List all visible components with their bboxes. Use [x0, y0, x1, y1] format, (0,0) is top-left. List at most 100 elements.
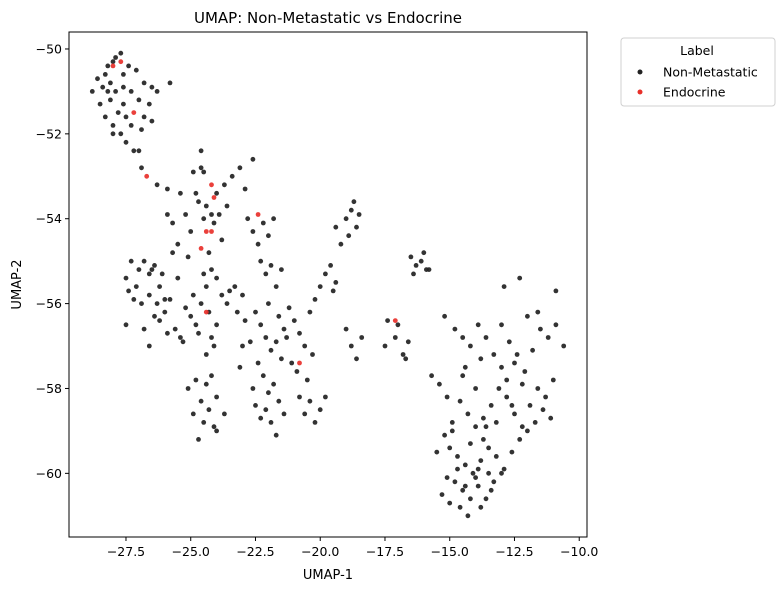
y-tick-label: −52 [36, 126, 62, 141]
point-non-metastatic [525, 428, 530, 434]
point-non-metastatic [276, 398, 282, 404]
point-non-metastatic [392, 335, 398, 340]
point-non-metastatic [250, 386, 256, 391]
point-non-metastatic [504, 377, 510, 383]
point-non-metastatic [170, 250, 176, 256]
point-non-metastatic [273, 284, 279, 289]
legend-label-endocrine: Endocrine [663, 85, 726, 100]
point-non-metastatic [102, 72, 108, 77]
point-non-metastatic [157, 284, 163, 289]
point-non-metastatic [203, 352, 209, 357]
point-non-metastatic [105, 89, 111, 94]
point-non-metastatic [118, 131, 124, 137]
point-non-metastatic [167, 297, 173, 302]
point-non-metastatic [183, 212, 189, 217]
point-non-metastatic [253, 403, 258, 408]
point-non-metastatic [442, 432, 447, 438]
point-non-metastatic [512, 411, 517, 417]
point-endocrine [144, 173, 150, 179]
point-non-metastatic [302, 343, 308, 349]
point-non-metastatic [307, 309, 313, 315]
point-non-metastatic [491, 479, 497, 485]
point-non-metastatic [139, 301, 144, 306]
point-non-metastatic [165, 186, 170, 192]
point-non-metastatic [224, 301, 230, 306]
point-non-metastatic [499, 322, 504, 328]
x-tick-label: −12.5 [495, 544, 533, 559]
point-non-metastatic [400, 352, 406, 357]
point-non-metastatic [203, 284, 209, 289]
point-non-metastatic [343, 326, 349, 332]
point-non-metastatic [506, 339, 512, 345]
point-non-metastatic [89, 89, 95, 94]
point-non-metastatic [149, 118, 155, 124]
point-non-metastatic [535, 386, 541, 391]
point-non-metastatic [234, 309, 240, 315]
point-non-metastatic [258, 415, 264, 421]
point-non-metastatic [185, 386, 191, 391]
x-tick-label: −20.0 [301, 544, 339, 559]
plot-frame [68, 31, 588, 538]
point-non-metastatic [317, 407, 323, 413]
point-non-metastatic [354, 356, 359, 362]
point-non-metastatic [105, 63, 111, 69]
point-non-metastatic [312, 297, 318, 302]
point-non-metastatic [493, 454, 499, 459]
point-non-metastatic [110, 123, 116, 128]
point-non-metastatic [136, 267, 142, 272]
point-non-metastatic [268, 347, 274, 353]
point-endocrine [110, 63, 116, 69]
point-non-metastatic [196, 199, 201, 205]
point-endocrine [211, 195, 217, 200]
point-non-metastatic [167, 80, 173, 86]
point-non-metastatic [442, 313, 447, 319]
point-non-metastatic [426, 267, 432, 272]
point-non-metastatic [382, 343, 388, 349]
x-tick-label: −22.5 [236, 544, 274, 559]
point-non-metastatic [190, 411, 196, 417]
point-non-metastatic [465, 513, 471, 519]
x-tick-label: −15.0 [431, 544, 469, 559]
point-non-metastatic [483, 496, 489, 502]
point-non-metastatic [209, 212, 214, 217]
point-non-metastatic [538, 326, 543, 332]
point-non-metastatic [447, 500, 453, 506]
point-non-metastatic [175, 275, 181, 281]
point-non-metastatic [550, 377, 556, 383]
point-non-metastatic [258, 258, 264, 264]
point-non-metastatic [501, 466, 507, 472]
point-non-metastatic [457, 504, 463, 510]
point-non-metastatic [214, 190, 220, 196]
point-non-metastatic [266, 233, 271, 239]
x-tick-label: −17.5 [366, 544, 404, 559]
point-non-metastatic [121, 84, 126, 90]
point-non-metastatic [149, 84, 155, 90]
point-non-metastatic [146, 101, 152, 107]
point-non-metastatic [183, 305, 189, 311]
point-non-metastatic [307, 398, 313, 404]
legend-marker-endocrine [637, 89, 643, 95]
point-non-metastatic [553, 322, 559, 328]
point-non-metastatic [439, 492, 445, 497]
point-non-metastatic [118, 50, 124, 56]
point-endocrine [131, 110, 137, 115]
point-non-metastatic [273, 339, 279, 345]
point-non-metastatic [146, 271, 152, 277]
point-non-metastatic [97, 101, 103, 107]
point-non-metastatic [408, 254, 414, 260]
point-non-metastatic [209, 335, 214, 340]
y-axis: −50 −52 −54 −56 −58 −60 [36, 41, 69, 481]
point-non-metastatic [159, 271, 165, 277]
point-non-metastatic [395, 322, 401, 328]
legend-title: Label [680, 43, 714, 58]
point-non-metastatic [279, 356, 284, 362]
point-non-metastatic [250, 156, 256, 162]
point-non-metastatic [157, 318, 163, 323]
point-non-metastatic [493, 420, 499, 425]
y-tick-label: −56 [36, 296, 62, 311]
point-non-metastatic [266, 301, 271, 306]
point-non-metastatic [488, 487, 494, 493]
point-non-metastatic [146, 343, 152, 349]
y-tick-label: −54 [36, 211, 62, 226]
